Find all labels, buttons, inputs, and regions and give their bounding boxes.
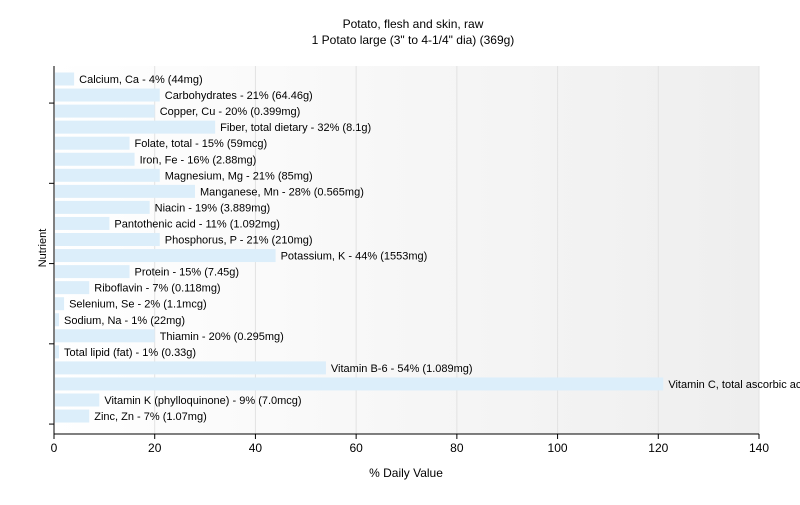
bar — [55, 200, 150, 214]
bar-label: Carbohydrates - 21% (64.46g) — [165, 90, 313, 102]
bar-label: Selenium, Se - 2% (1.1mcg) — [69, 299, 207, 311]
bar — [55, 249, 276, 263]
bar-label: Zinc, Zn - 7% (1.07mg) — [94, 411, 206, 423]
bar — [55, 329, 155, 343]
bar — [55, 393, 100, 407]
bar-label: Copper, Cu - 20% (0.399mg) — [160, 106, 301, 118]
x-tick-label: 40 — [249, 441, 263, 455]
x-tick-label: 0 — [51, 441, 58, 455]
bar-label: Pantothenic acid - 11% (1.092mg) — [114, 218, 280, 230]
bar — [55, 345, 60, 359]
x-axis-label: % Daily Value — [369, 466, 443, 480]
bar — [55, 104, 155, 118]
bar-label: Vitamin C, total ascorbic acid - 121% (7… — [668, 379, 800, 391]
bar-label: Calcium, Ca - 4% (44mg) — [79, 74, 202, 86]
chart-subtitle: 1 Potato large (3" to 4-1/4" dia) (369g) — [312, 33, 515, 47]
bar — [55, 72, 75, 86]
bar-label: Magnesium, Mg - 21% (85mg) — [165, 170, 313, 182]
bar-label: Protein - 15% (7.45g) — [135, 267, 240, 279]
bar — [55, 233, 160, 246]
bar — [55, 168, 160, 182]
bar-label: Riboflavin - 7% (0.118mg) — [94, 283, 220, 295]
y-axis-label: Nutrient — [37, 229, 49, 268]
bar — [55, 313, 60, 327]
bar-label: Phosphorus, P - 21% (210mg) — [165, 235, 313, 247]
bar-label: Vitamin B-6 - 54% (1.089mg) — [331, 363, 473, 375]
bar — [55, 409, 90, 423]
x-tick-label: 120 — [648, 441, 668, 455]
x-tick-label: 80 — [450, 441, 464, 455]
x-tick-label: 20 — [148, 441, 162, 455]
bar-label: Folate, total - 15% (59mcg) — [135, 138, 268, 150]
bar — [55, 184, 195, 198]
bar-label: Iron, Fe - 16% (2.88mg) — [140, 154, 257, 166]
bar-label: Sodium, Na - 1% (22mg) — [64, 315, 185, 327]
chart-title: Potato, flesh and skin, raw — [343, 17, 484, 31]
bar — [55, 136, 130, 150]
bar-label: Niacin - 19% (3.889mg) — [155, 202, 271, 214]
x-tick-label: 100 — [548, 441, 568, 455]
bar — [55, 377, 664, 391]
bar-label: Thiamin - 20% (0.295mg) — [160, 331, 284, 343]
bar-label: Total lipid (fat) - 1% (0.33g) — [64, 347, 196, 359]
bar — [55, 265, 130, 279]
bar-label: Manganese, Mn - 28% (0.565mg) — [200, 186, 364, 198]
x-tick-label: 60 — [349, 441, 363, 455]
bar — [55, 152, 135, 166]
bars: Calcium, Ca - 4% (44mg) Carbohydrates - 2… — [55, 72, 800, 423]
axes: 0 20 40 60 80 100 120 140 — [49, 66, 769, 455]
bar — [55, 88, 160, 102]
bar — [55, 281, 90, 295]
bar — [55, 297, 65, 311]
bar — [55, 216, 110, 230]
bar-label: Fiber, total dietary - 32% (8.1g) — [220, 122, 371, 134]
bar-label: Potassium, K - 44% (1553mg) — [281, 251, 428, 263]
bar — [55, 361, 326, 375]
x-tick-label: 140 — [749, 441, 769, 455]
bar — [55, 120, 216, 134]
bar-label: Vitamin K (phylloquinone) - 9% (7.0mcg) — [104, 395, 301, 407]
